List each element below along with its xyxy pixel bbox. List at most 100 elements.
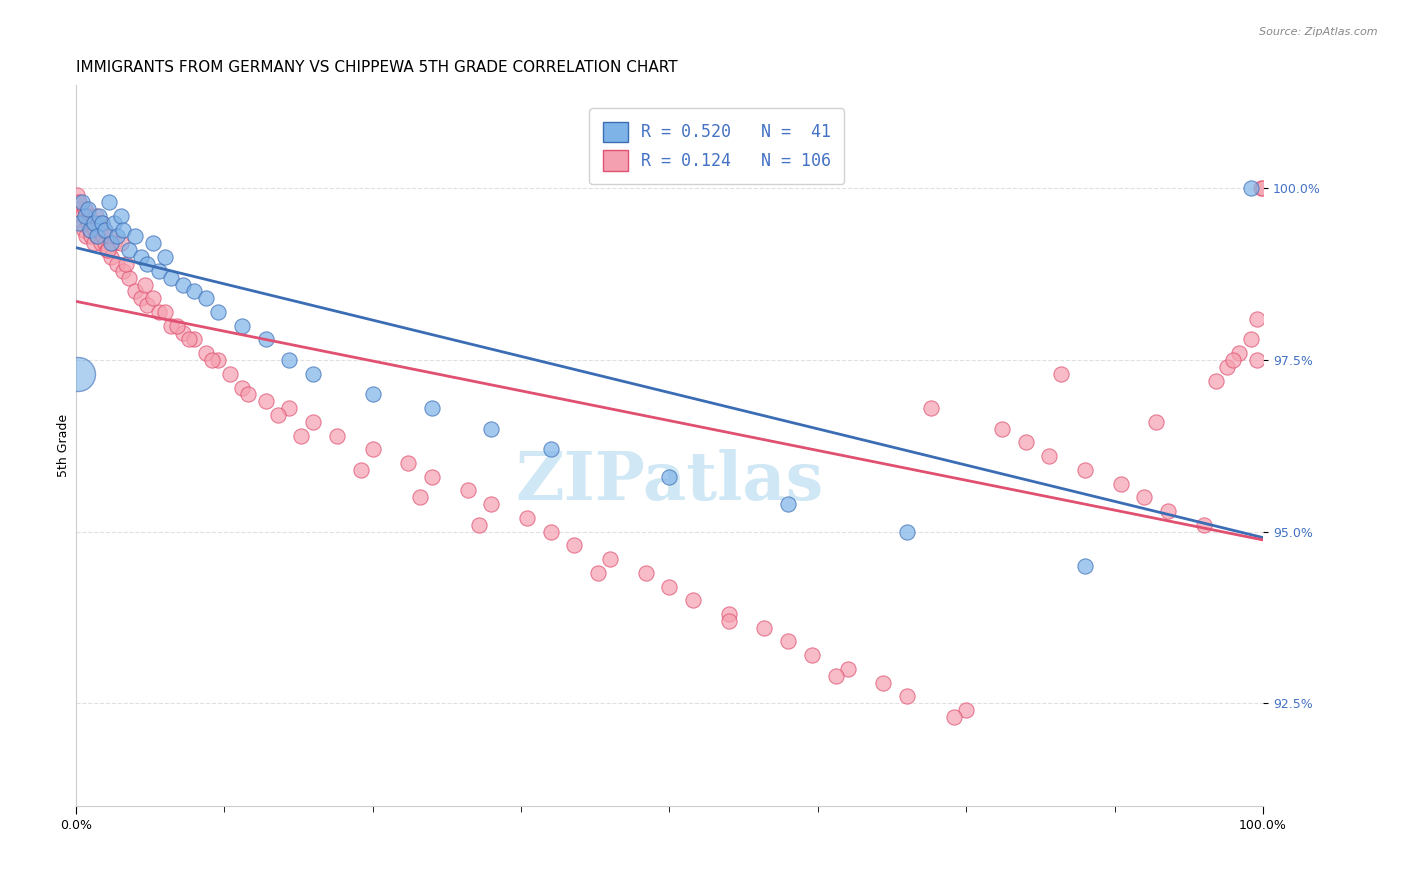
Point [148, 264, 170, 278]
Point [201, 353, 224, 368]
Point [75, 202, 97, 216]
Point [124, 285, 146, 299]
Point [67, 195, 90, 210]
Point [70, 209, 93, 223]
Point [468, 517, 491, 532]
Point [1050, 367, 1073, 381]
Point [66, 367, 89, 381]
Point [1240, 181, 1263, 195]
Point [100, 250, 122, 264]
Point [183, 333, 205, 347]
Point [219, 367, 242, 381]
Point [479, 497, 502, 511]
Point [73, 222, 96, 236]
Point [118, 270, 141, 285]
Point [124, 229, 146, 244]
Point [112, 264, 135, 278]
Point [1074, 463, 1097, 477]
Point [920, 401, 942, 416]
Point [136, 257, 159, 271]
Y-axis label: 5th Grade: 5th Grade [58, 414, 70, 477]
Point [103, 216, 125, 230]
Point [90, 216, 112, 230]
Point [103, 236, 125, 251]
Point [717, 607, 740, 621]
Point [94, 222, 117, 236]
Point [658, 580, 681, 594]
Point [564, 538, 586, 552]
Legend: R = 0.520   N =  41, R = 0.124   N = 106: R = 0.520 N = 41, R = 0.124 N = 106 [589, 108, 845, 184]
Point [153, 250, 176, 264]
Point [1251, 181, 1274, 195]
Point [98, 229, 121, 244]
Point [1133, 491, 1156, 505]
Point [89, 209, 111, 223]
Point [457, 483, 479, 498]
Point [67, 216, 90, 230]
Point [754, 621, 776, 635]
Text: IMMIGRANTS FROM GERMANY VS CHIPPEWA 5TH GRADE CORRELATION CHART: IMMIGRANTS FROM GERMANY VS CHIPPEWA 5TH … [76, 60, 678, 75]
Point [479, 422, 502, 436]
Point [943, 710, 966, 724]
Point [195, 346, 218, 360]
Point [1192, 517, 1215, 532]
Point [1222, 353, 1244, 368]
Point [361, 442, 384, 457]
Point [1074, 558, 1097, 573]
Text: Source: ZipAtlas.com: Source: ZipAtlas.com [1260, 27, 1378, 37]
Point [516, 511, 538, 525]
Point [254, 394, 277, 409]
Point [148, 305, 170, 319]
Point [83, 222, 105, 236]
Point [105, 257, 128, 271]
Point [1227, 346, 1250, 360]
Point [896, 690, 918, 704]
Point [86, 229, 108, 244]
Point [1250, 181, 1272, 195]
Point [89, 222, 111, 236]
Point [837, 662, 859, 676]
Point [326, 428, 349, 442]
Point [90, 216, 112, 230]
Point [420, 401, 443, 416]
Point [778, 634, 800, 648]
Point [1144, 415, 1167, 429]
Point [1205, 374, 1227, 388]
Point [824, 669, 846, 683]
Point [91, 229, 114, 244]
Point [72, 216, 94, 230]
Point [82, 216, 104, 230]
Point [172, 277, 194, 292]
Point [350, 463, 373, 477]
Point [1157, 504, 1180, 518]
Point [142, 236, 165, 251]
Point [991, 422, 1014, 436]
Point [83, 236, 105, 251]
Point [634, 566, 657, 580]
Point [1109, 476, 1132, 491]
Point [90, 236, 112, 251]
Point [658, 469, 681, 483]
Point [396, 456, 419, 470]
Point [97, 244, 120, 258]
Point [278, 401, 301, 416]
Point [110, 209, 132, 223]
Point [129, 291, 152, 305]
Point [66, 188, 89, 202]
Point [800, 648, 823, 663]
Point [159, 318, 181, 333]
Point [76, 216, 98, 230]
Point [254, 333, 277, 347]
Point [136, 298, 159, 312]
Point [955, 703, 977, 717]
Point [302, 367, 325, 381]
Point [75, 209, 97, 223]
Point [778, 497, 800, 511]
Point [83, 216, 105, 230]
Point [129, 250, 152, 264]
Point [420, 469, 443, 483]
Point [96, 244, 118, 258]
Point [94, 236, 117, 251]
Point [79, 222, 101, 236]
Point [278, 353, 301, 368]
